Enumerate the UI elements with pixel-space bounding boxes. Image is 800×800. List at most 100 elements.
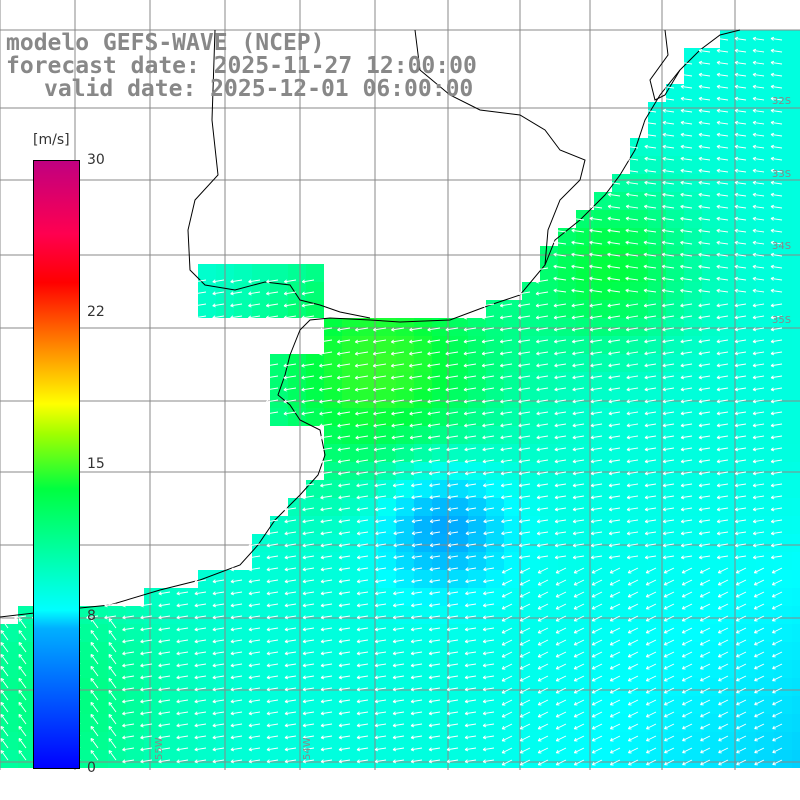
wind-cell bbox=[738, 498, 756, 516]
wind-cell bbox=[162, 678, 180, 696]
wind-cell bbox=[702, 138, 720, 156]
wind-cell bbox=[684, 210, 702, 228]
wind-cell bbox=[576, 318, 594, 336]
wind-cell bbox=[468, 588, 486, 606]
wind-cell bbox=[630, 624, 648, 642]
wind-cell bbox=[288, 534, 306, 552]
wind-cell bbox=[522, 660, 540, 678]
wind-cell bbox=[306, 588, 324, 606]
wind-arrow bbox=[698, 156, 711, 161]
wind-cell bbox=[324, 732, 342, 750]
wind-cell bbox=[738, 174, 756, 192]
wind-cell bbox=[666, 588, 684, 606]
wind-cell bbox=[504, 516, 522, 534]
wind-cell bbox=[306, 552, 324, 570]
wind-cell bbox=[756, 30, 774, 48]
wind-cell bbox=[522, 372, 540, 390]
wind-cell bbox=[720, 264, 738, 282]
wind-cell bbox=[198, 732, 216, 750]
wind-cell bbox=[702, 516, 720, 534]
wind-cell bbox=[738, 696, 756, 714]
wind-arrow bbox=[752, 108, 765, 113]
wind-cell bbox=[756, 174, 774, 192]
wind-cell bbox=[612, 696, 630, 714]
wind-cell bbox=[162, 624, 180, 642]
wind-arrow bbox=[626, 144, 639, 149]
wind-cell bbox=[414, 372, 432, 390]
wind-cell bbox=[450, 336, 468, 354]
wind-cell bbox=[144, 660, 162, 678]
wind-cell bbox=[486, 390, 504, 408]
wind-arrow bbox=[571, 264, 585, 269]
wind-cell bbox=[432, 750, 450, 768]
wind-cell bbox=[684, 696, 702, 714]
wind-cell bbox=[612, 606, 630, 624]
wind-cell bbox=[720, 696, 738, 714]
wind-cell bbox=[720, 282, 738, 300]
wind-cell bbox=[720, 354, 738, 372]
wind-cell bbox=[306, 624, 324, 642]
wind-cell bbox=[468, 408, 486, 426]
wind-cell bbox=[684, 426, 702, 444]
wind-cell bbox=[630, 750, 648, 768]
wind-cell bbox=[342, 588, 360, 606]
wind-cell bbox=[558, 660, 576, 678]
wind-cell bbox=[684, 714, 702, 732]
wind-cell bbox=[630, 714, 648, 732]
wind-cell bbox=[666, 570, 684, 588]
wind-cell bbox=[684, 102, 702, 120]
wind-cell bbox=[504, 444, 522, 462]
wind-cell bbox=[414, 660, 432, 678]
wind-arrow bbox=[680, 72, 693, 77]
wind-arrow bbox=[589, 288, 603, 293]
wind-cell bbox=[486, 624, 504, 642]
wind-cell bbox=[594, 372, 612, 390]
wind-arrow bbox=[643, 252, 657, 257]
wind-cell bbox=[360, 750, 378, 768]
wind-cell bbox=[720, 660, 738, 678]
wind-cell bbox=[756, 102, 774, 120]
wind-cell bbox=[522, 480, 540, 498]
wind-cell bbox=[378, 714, 396, 732]
wind-arrow bbox=[301, 279, 315, 284]
wind-arrow bbox=[589, 216, 603, 221]
wind-cell bbox=[486, 660, 504, 678]
wind-cell bbox=[324, 588, 342, 606]
wind-cell bbox=[468, 678, 486, 696]
wind-cell bbox=[180, 642, 198, 660]
wind-cell bbox=[234, 678, 252, 696]
wind-arrow bbox=[553, 288, 567, 293]
wind-cell bbox=[630, 264, 648, 282]
wind-cell bbox=[162, 660, 180, 678]
wind-cell bbox=[144, 588, 162, 606]
wind-cell bbox=[342, 372, 360, 390]
wind-cell bbox=[774, 732, 792, 750]
wind-cell bbox=[630, 192, 648, 210]
wind-cell bbox=[252, 552, 270, 570]
wind-cell bbox=[666, 84, 684, 102]
wind-cell bbox=[738, 660, 756, 678]
wind-cell bbox=[414, 606, 432, 624]
wind-cell bbox=[90, 624, 108, 642]
wind-cell bbox=[198, 696, 216, 714]
wind-arrow bbox=[607, 240, 621, 245]
wind-cell bbox=[558, 732, 576, 750]
wind-cell bbox=[702, 750, 720, 768]
wind-cell bbox=[630, 228, 648, 246]
wind-cell bbox=[630, 516, 648, 534]
wind-cell bbox=[774, 102, 792, 120]
wind-cell bbox=[702, 426, 720, 444]
wind-cell bbox=[648, 624, 666, 642]
wind-cell bbox=[450, 534, 468, 552]
wind-cell bbox=[360, 462, 378, 480]
wind-arrow bbox=[770, 96, 783, 101]
wind-cell bbox=[720, 588, 738, 606]
wind-cell bbox=[270, 390, 288, 408]
wind-arrow bbox=[698, 48, 711, 53]
wind-cell bbox=[774, 354, 792, 372]
wind-cell bbox=[450, 660, 468, 678]
wind-cell bbox=[522, 642, 540, 660]
wind-cell bbox=[342, 696, 360, 714]
wind-cell bbox=[288, 678, 306, 696]
wind-cell bbox=[270, 606, 288, 624]
